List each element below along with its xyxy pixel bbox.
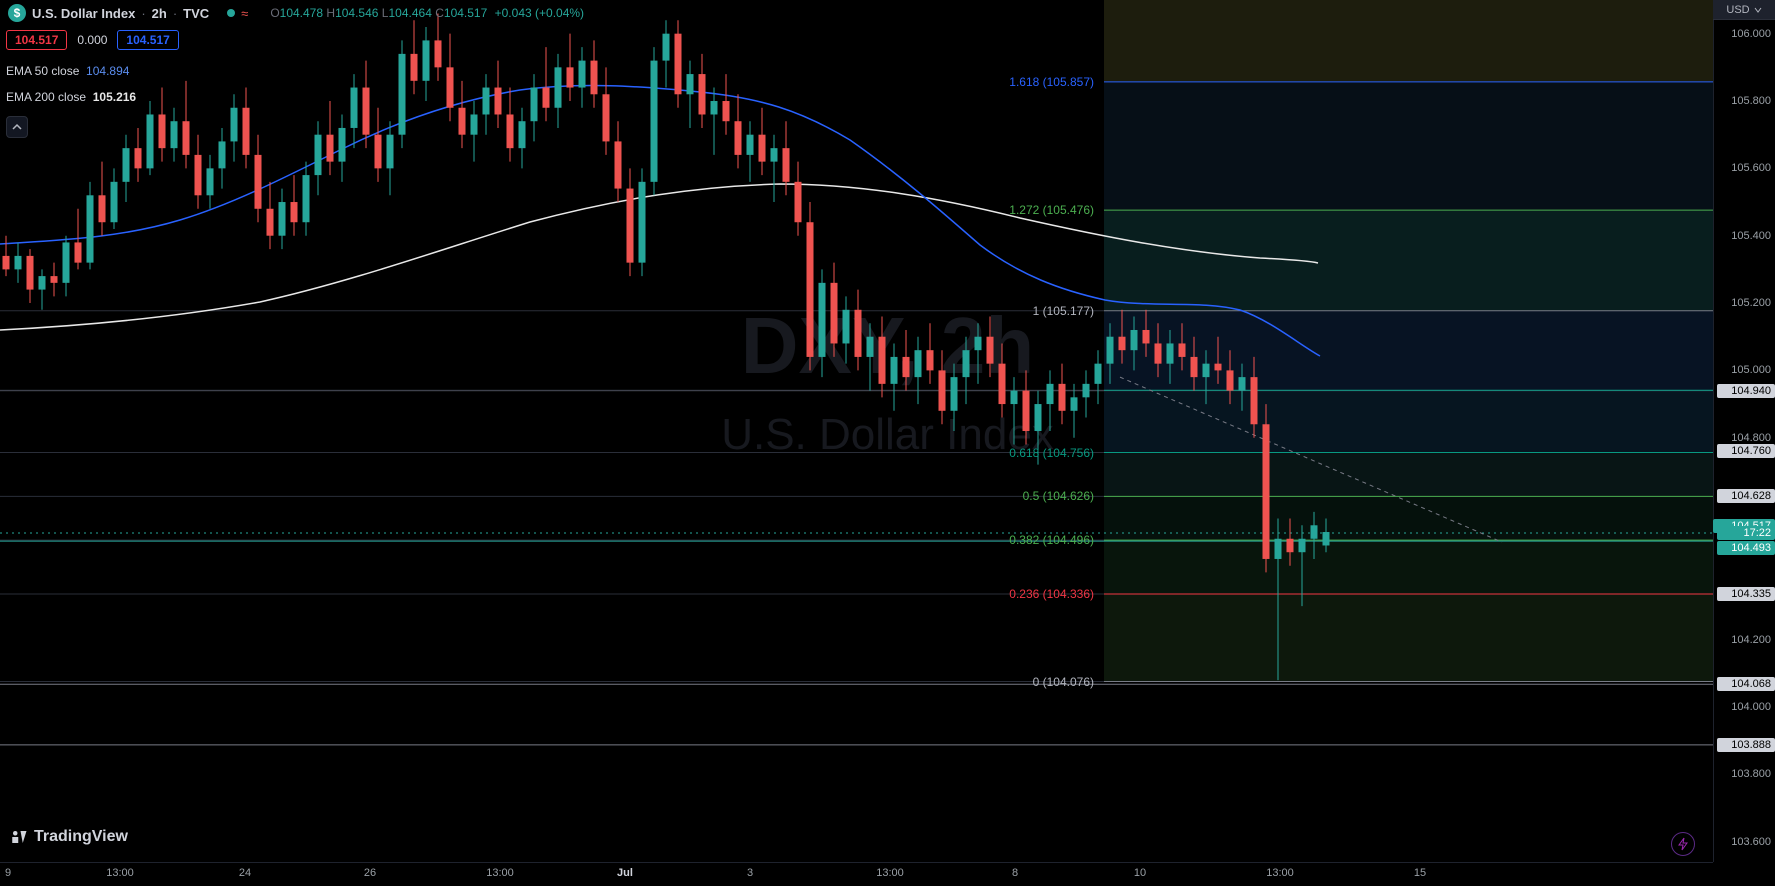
change-value: +0.043 [495, 6, 532, 20]
x-tick: Jul [617, 867, 633, 879]
plot-area[interactable]: 1.618 (105.857) 1.272 (105.476) 1 (105.177… [0, 0, 1713, 862]
collapse-indicators-button[interactable] [6, 116, 28, 138]
tradingview-icon [10, 828, 28, 846]
y-tick: 105.400 [1731, 230, 1771, 242]
indicator-ema200[interactable]: EMA 200 close 105.216 [6, 90, 136, 104]
x-axis[interactable]: 9 13:00 24 26 13:00 Jul 3 13:00 8 10 13:00 15 [0, 862, 1713, 886]
spread-value: 0.000 [77, 33, 107, 47]
symbol-name[interactable]: U.S. Dollar Index [32, 6, 135, 21]
price-tag: 104.940 [1717, 384, 1775, 398]
x-tick: 13:00 [106, 867, 134, 879]
y-tick: 105.200 [1731, 297, 1771, 309]
exchange-label: TVC [183, 6, 209, 21]
sep-dot: · [141, 6, 145, 21]
y-tick: 104.200 [1731, 634, 1771, 646]
y-tick: 103.800 [1731, 768, 1771, 780]
lightning-icon [1676, 837, 1690, 851]
fib-level-label: 0.618 (104.756) [1009, 446, 1094, 460]
y-tick: 106.000 [1731, 28, 1771, 40]
x-tick: 8 [1012, 867, 1018, 879]
ohlc-readout: O104.478 H104.546 L104.464 C104.517 +0.0… [270, 6, 584, 20]
price-badges: 104.517 0.000 104.517 [6, 30, 179, 50]
fib-level-label: 1.272 (105.476) [1009, 203, 1094, 217]
y-tick: 105.600 [1731, 162, 1771, 174]
y-tick: 104.000 [1731, 701, 1771, 713]
y-tick: 105.800 [1731, 95, 1771, 107]
y-axis[interactable]: 106.000 105.800 105.600 105.400 105.200 105.0… [1713, 0, 1775, 862]
chevron-up-icon [11, 121, 23, 133]
market-status-dot [227, 9, 235, 17]
x-tick: 10 [1134, 867, 1146, 879]
fib-level-label: 0.5 (104.626) [1023, 489, 1094, 503]
countdown-tag: 17:22 [1717, 526, 1775, 540]
chart-root: $ U.S. Dollar Index · 2h · TVC ≈ O104.47… [0, 0, 1775, 886]
chart-header: $ U.S. Dollar Index · 2h · TVC ≈ O104.47… [0, 0, 1775, 26]
price-tag: 104.760 [1717, 444, 1775, 458]
currency-selector[interactable]: USD [1713, 0, 1775, 20]
change-pct: (+0.04%) [535, 6, 584, 20]
brand-logo[interactable]: TradingView [10, 828, 128, 846]
y-tick: 104.800 [1731, 432, 1771, 444]
fib-level-label: 1.618 (105.857) [1009, 75, 1094, 89]
bid-badge[interactable]: 104.517 [6, 30, 67, 50]
fib-level-label: 0.236 (104.336) [1009, 587, 1094, 601]
interval-label[interactable]: 2h [152, 6, 167, 21]
price-tag: 103.888 [1717, 738, 1775, 752]
price-tag: 104.068 [1717, 677, 1775, 691]
go-to-realtime-button[interactable] [1671, 832, 1695, 856]
approx-icon: ≈ [241, 6, 248, 21]
x-tick: 13:00 [1266, 867, 1294, 879]
fib-level-label: 0 (104.076) [1033, 675, 1094, 689]
x-tick: 24 [239, 867, 251, 879]
x-tick: 3 [747, 867, 753, 879]
fib-level-label: 0.382 (104.496) [1009, 533, 1094, 547]
price-tag: 104.335 [1717, 587, 1775, 601]
indicator-ema50[interactable]: EMA 50 close 104.894 [6, 64, 129, 78]
fib-level-label: 1 (105.177) [1033, 304, 1094, 318]
price-tag: 104.628 [1717, 489, 1775, 503]
x-tick: 15 [1414, 867, 1426, 879]
x-tick: 13:00 [876, 867, 904, 879]
y-tick: 103.600 [1731, 836, 1771, 848]
x-tick: 26 [364, 867, 376, 879]
x-tick: 13:00 [486, 867, 514, 879]
x-tick: 9 [5, 867, 11, 879]
sub-price-tag: 104.493 [1717, 541, 1775, 555]
ask-badge[interactable]: 104.517 [117, 30, 178, 50]
sep-dot: · [173, 6, 177, 21]
symbol-icon: $ [8, 4, 26, 22]
chevron-down-icon [1754, 6, 1762, 14]
y-tick: 105.000 [1731, 364, 1771, 376]
